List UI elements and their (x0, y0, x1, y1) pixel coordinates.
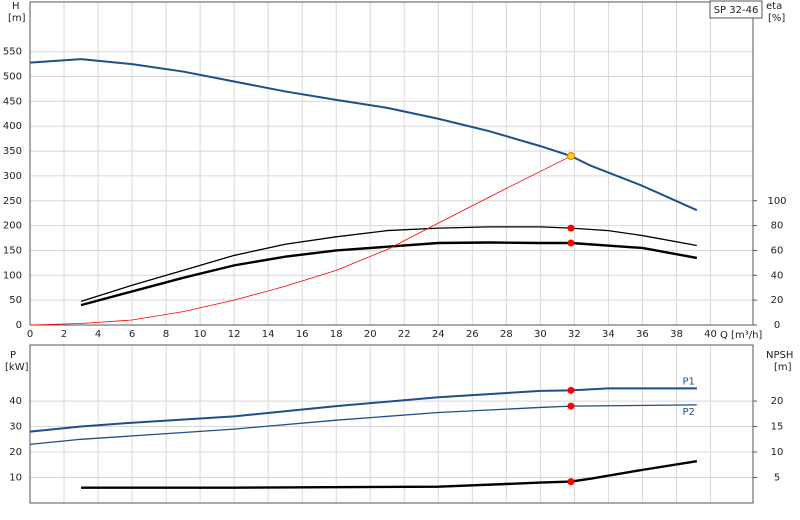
x-tick-label: 2 (61, 329, 67, 340)
x-tick-label: 0 (27, 329, 33, 340)
operating-point (567, 386, 575, 394)
operating-point (567, 239, 575, 247)
y2-tick-label: 60 (771, 245, 784, 256)
x-tick-label: 6 (129, 329, 135, 340)
y-tick-label: 500 (3, 72, 22, 83)
x-tick-label: 14 (262, 329, 275, 340)
y-tick-label: 300 (3, 171, 22, 182)
y-tick-label: 150 (3, 245, 22, 256)
x-tick-label: 34 (602, 329, 615, 340)
x-tick-label: 20 (364, 329, 377, 340)
x-tick-label: 36 (636, 329, 649, 340)
y2-tick-label: 20 (771, 396, 784, 407)
x-tick-label: 40 (704, 329, 717, 340)
y-axis-unit: [m] (8, 13, 26, 24)
x-tick-label: 32 (568, 329, 581, 340)
curve (81, 460, 698, 489)
x-tick-label: 26 (466, 329, 479, 340)
curve (29, 387, 697, 433)
x-tick-label: 18 (330, 329, 343, 340)
curve (29, 58, 698, 212)
operating-point (566, 152, 575, 161)
operating-point (567, 478, 575, 486)
y2-tick-label: 15 (771, 422, 784, 433)
x-tick-label: 16 (296, 329, 309, 340)
y2-tick-label: 100 (767, 196, 786, 207)
y2-axis-unit: [%] (768, 13, 785, 24)
y-tick-label: 550 (3, 47, 22, 58)
x-tick-label: 4 (95, 329, 101, 340)
y-tick-label: 450 (3, 96, 22, 107)
curve (80, 226, 697, 303)
y-tick-label: 100 (3, 270, 22, 281)
x-tick-label: 12 (228, 329, 241, 340)
y-axis-unit: [kW] (5, 362, 29, 373)
series-label: P2 (682, 407, 694, 418)
x-axis-label: Q [m³/h] (720, 330, 762, 341)
title-box (709, 0, 763, 19)
y2-axis-label: NPSH (766, 350, 793, 361)
y2-tick-label: 5 (774, 473, 780, 484)
y2-axis-unit: [m] (774, 362, 792, 373)
curve (29, 155, 572, 326)
plot-frame (29, 344, 754, 504)
y2-tick-label: 80 (771, 221, 784, 232)
y-tick-label: 30 (9, 422, 22, 433)
plot-frame (29, 1, 754, 326)
y-tick-label: 10 (9, 473, 22, 484)
x-tick-label: 38 (670, 329, 683, 340)
x-tick-label: 24 (432, 329, 445, 340)
y-tick-label: 40 (9, 396, 22, 407)
y-tick-label: 350 (3, 146, 22, 157)
x-tick-label: 10 (194, 329, 207, 340)
y2-tick-label: 20 (771, 295, 784, 306)
x-tick-label: 28 (500, 329, 513, 340)
y2-tick-label: 40 (771, 270, 784, 281)
y-tick-label: 200 (3, 221, 22, 232)
x-tick-label: 8 (163, 329, 169, 340)
y-axis-label: P (10, 350, 16, 361)
x-tick-label: 30 (534, 329, 547, 340)
curve (29, 404, 697, 446)
y-tick-label: 20 (9, 447, 22, 458)
y-tick-label: 0 (16, 320, 22, 331)
y2-tick-label: 10 (771, 447, 784, 458)
series-label: P1 (682, 376, 694, 387)
y2-axis-label: eta (766, 1, 782, 12)
y2-tick-label: 0 (774, 320, 780, 331)
operating-point (567, 402, 575, 410)
operating-point (567, 224, 575, 232)
y-tick-label: 250 (3, 196, 22, 207)
y-axis-label: H (12, 1, 20, 12)
x-tick-label: 22 (398, 329, 411, 340)
y-tick-label: 400 (3, 121, 22, 132)
chart-title: SP 32-46 (714, 5, 759, 16)
y-tick-label: 50 (9, 295, 22, 306)
